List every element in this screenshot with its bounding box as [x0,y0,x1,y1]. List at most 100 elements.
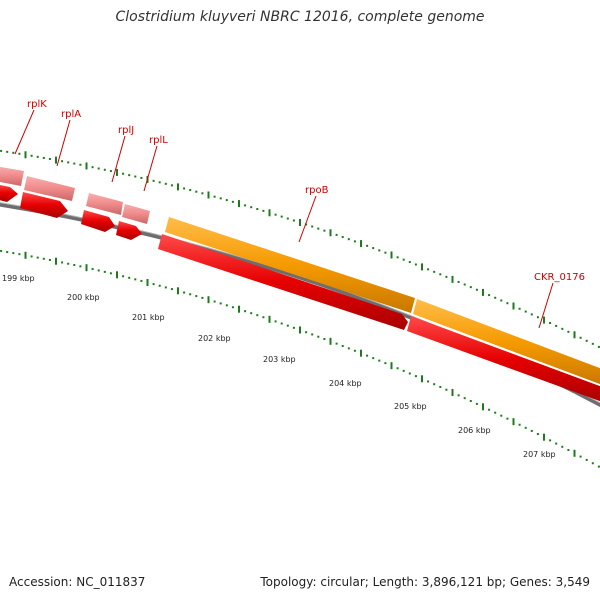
genome-summary-text: Topology: circular; Length: 3,896,121 bp… [260,575,590,589]
scale-label-207: 207 kbp [523,450,556,459]
outer-tick-minor [402,258,405,261]
outer-tick-minor [469,286,472,289]
inner-tick-minor [311,333,314,336]
outer-tick-major [207,191,210,199]
inner-tick-minor [433,383,436,386]
outer-tick-major [512,302,515,310]
outer-tick-minor [36,155,39,158]
inner-tick-major [299,326,301,334]
inner-tick-minor [414,375,417,378]
map-title: Clostridium kluyveri NBRC 12016, complet… [115,9,485,25]
gene-label-rplL: rplL [149,135,168,146]
inner-tick-major [451,389,454,396]
inner-tick-minor [42,257,45,260]
outer-tick-minor [195,190,198,193]
inner-tick-minor [597,465,600,468]
outer-tick-minor [555,324,558,327]
inner-tick-minor [183,291,186,294]
inner-tick-minor [262,316,265,319]
outer-tick-minor [12,151,15,154]
inner-tick-major [543,433,545,441]
inner-tick-minor [231,306,234,309]
outer-tick-minor [170,184,173,187]
outer-tick-minor [530,313,533,316]
leader-rplJ [111,135,126,183]
inner-tick-minor [579,455,582,458]
outer-tick-minor [384,251,387,254]
inner-tick-minor [536,433,539,436]
outer-tick-major [329,229,332,237]
inner-tick-minor [73,264,76,267]
inner-tick-minor [97,269,100,272]
inner-tick-minor [475,402,478,405]
outer-tick-major [421,263,423,271]
leader-rpoB [298,195,317,243]
outer-tick-minor [128,174,131,177]
outer-tick-minor [427,268,430,271]
inner-tick-minor [244,310,247,313]
gene-label-rplA: rplA [61,109,81,120]
outer-tick-minor [158,181,161,184]
inner-tick-minor [91,268,94,271]
outer-tick-minor [219,197,222,200]
inner-tick-minor [30,255,33,258]
outer-tick-major [360,240,362,248]
inner-tick-minor [103,270,106,273]
inner-tick-minor [524,426,527,429]
inner-tick-minor [195,295,198,298]
outer-tick-major [299,219,301,226]
gene-rplA-bar [24,176,75,201]
inner-tick-minor [347,347,350,350]
inner-tick-minor [591,462,594,465]
gene-rplK-bar [0,166,24,186]
inner-tick-minor [18,253,21,256]
gene-red-4 [116,221,142,240]
inner-tick-major [238,305,240,313]
inner-tick-minor [402,369,405,372]
inner-tick-major [55,257,57,265]
inner-tick-minor [555,442,558,445]
outer-tick-major [238,200,240,208]
inner-tick-major [573,449,576,457]
scale-label-204: 204 kbp [329,379,362,388]
outer-tick-minor [134,175,137,178]
inner-tick-major [85,264,88,272]
outer-tick-minor [463,283,466,286]
outer-tick-minor [250,206,253,209]
outer-tick-minor [140,176,143,179]
outer-tick-minor [6,150,9,153]
outer-tick-minor [488,294,491,297]
inner-tick-minor [305,331,308,334]
inner-tick-minor [201,296,204,299]
scale-label-205: 205 kbp [394,402,427,411]
outer-tick-minor [18,152,21,155]
inner-tick-minor [445,388,448,391]
inner-tick-minor [250,312,253,315]
inner-tick-major [24,251,27,259]
scale-label-202: 202 kbp [198,334,231,343]
inner-tick-minor [170,288,173,291]
gene-red-2 [20,192,68,218]
inner-tick-major [268,315,271,323]
inner-tick-minor [225,304,228,307]
outer-tick-major [85,162,88,170]
inner-tick-minor [506,417,509,420]
outer-tick-minor [378,249,381,252]
inner-tick-minor [585,458,588,461]
outer-tick-minor [372,247,375,250]
outer-tick-minor [30,154,33,157]
outer-tick-minor [280,215,283,218]
scale-label-206: 206 kbp [458,426,491,435]
scale-label-200: 200 kbp [67,293,100,302]
outer-tick-minor [396,256,399,259]
inner-tick-major [329,337,332,345]
inner-tick-minor [0,250,3,253]
outer-tick-major [451,275,454,283]
inner-tick-minor [6,251,9,254]
outer-tick-minor [109,170,112,173]
outer-tick-row [0,149,600,348]
inner-tick-minor [396,367,399,370]
gene-red-rpoB [158,234,408,330]
outer-tick-minor [231,200,234,203]
